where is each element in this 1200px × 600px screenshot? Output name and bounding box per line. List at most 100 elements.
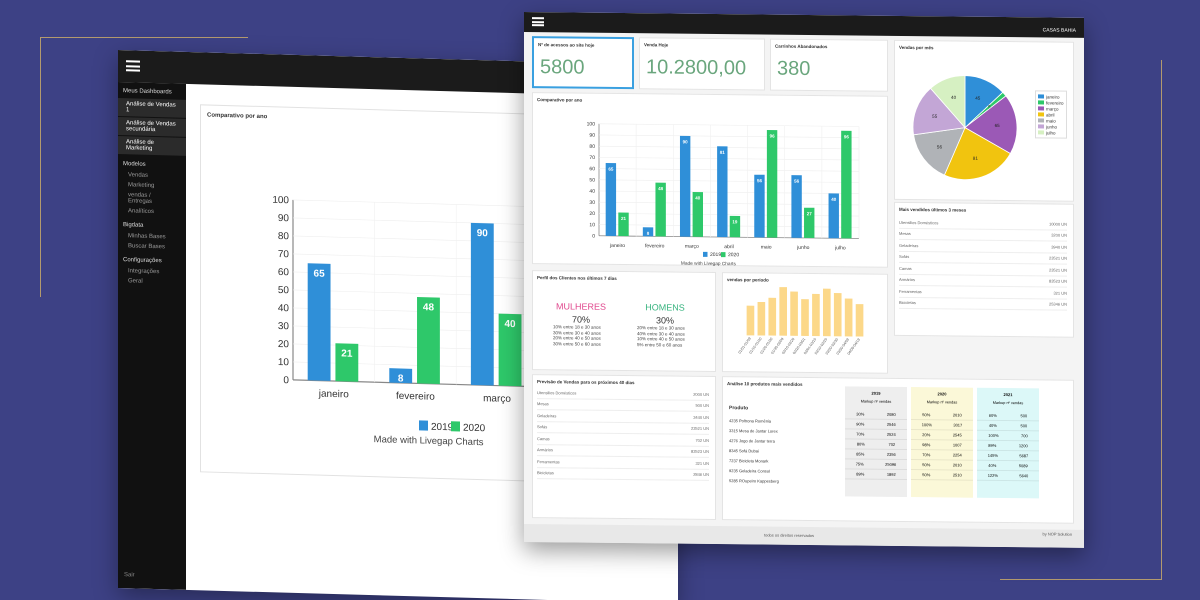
legend-label: junho <box>1046 123 1058 130</box>
row-label: Geladeiras <box>537 412 557 419</box>
markup-row: 80% 702 <box>845 439 907 451</box>
sidebar-item[interactable]: Análise de Vendas 1 <box>118 98 186 118</box>
markup-value: 100% <box>988 432 999 438</box>
sales-count: 702 <box>888 441 896 447</box>
markup-row: 40% 500 <box>977 420 1039 432</box>
legend-label: julho <box>1046 129 1056 136</box>
kpi-venda-hoje[interactable]: Venda Hoje 10.2800,00 <box>639 37 765 91</box>
bar-value-label: 65 <box>608 167 614 172</box>
markup-value: 98% <box>922 442 931 448</box>
x-tick-label: março <box>483 393 511 405</box>
menu-icon[interactable] <box>532 17 544 27</box>
y-tick-label: 30 <box>278 321 290 332</box>
bar-value-label: 8 <box>647 231 650 236</box>
bar-2019-março <box>470 222 494 386</box>
chart-credit: Made with Livegap Charts <box>681 261 737 268</box>
legend-label: fevereiro <box>1046 99 1064 106</box>
period-bar-9 <box>844 298 853 337</box>
markup-row: 70% 2254 <box>911 450 973 461</box>
bar-value-label: 19 <box>732 219 738 224</box>
card-title: Mais vendidos últimos 3 meses <box>899 206 967 213</box>
row-value: 83523 UN <box>1048 278 1067 284</box>
row-value: 25346 UN <box>1048 301 1067 307</box>
legend-label: janeiro <box>1046 93 1060 100</box>
row-label: Camas <box>537 435 550 442</box>
bar-2019-abril <box>717 146 728 238</box>
sales-count: 5687 <box>1019 453 1029 459</box>
markup-value: 75% <box>855 461 864 467</box>
period-bar-3 <box>779 287 787 336</box>
top10-card: Análise 10 produtos mais vendidos Produt… <box>722 376 1074 524</box>
vendas-pie-chart: 45 5 65 81 56 55 40 <box>912 75 1018 180</box>
sidebar-item[interactable]: Geral <box>128 278 143 285</box>
bar-2019-janeiro <box>307 263 331 381</box>
sidebar-item[interactable]: vendas / Entregas <box>128 192 153 205</box>
y-tick-label: 50 <box>589 177 595 183</box>
vendas-periodo-chart: 01/01-01/0901/10-01/2001/20-01/3001/30-0… <box>738 287 864 356</box>
y-tick-label: 30 <box>589 200 595 206</box>
kpi-carrinhos[interactable]: Carrinhos Abandonados 380 <box>770 38 888 92</box>
bar-value-label: 21 <box>621 216 627 221</box>
row-value: 321 UN <box>695 460 709 466</box>
pie-legend: janeiro fevereiro março abril maio junho julho <box>1035 90 1067 139</box>
previsao-table: Utensilios Domésticos 2000 UN Mesas 500 UN G… <box>537 387 709 481</box>
markup-row: 100% 3017 <box>911 420 973 431</box>
x-tick-label: janeiro <box>609 243 625 249</box>
markup-row: 100% 700 <box>977 430 1039 442</box>
sales-count: 2545 <box>952 432 962 438</box>
bar-2020-fevereiro <box>655 182 666 237</box>
bar-2020-janeiro <box>335 343 359 382</box>
legend-swatch <box>451 421 460 432</box>
year-sub: Markup nº vendas <box>926 400 958 405</box>
y-tick-label: 70 <box>589 155 595 161</box>
row-label: Mesas <box>537 401 549 407</box>
kpi-acessos[interactable]: Nº de acessos ao site hoje 5800 <box>532 36 634 90</box>
pie-slice-julho <box>929 75 966 129</box>
grid-line <box>599 168 859 172</box>
markup-value: 85% <box>856 451 865 457</box>
sales-count: 2524 <box>886 431 896 437</box>
year-label: 2020 <box>937 391 947 397</box>
row-value: 10000 UN <box>1048 221 1067 227</box>
markup-value: 40% <box>988 422 997 428</box>
row-label: Armários <box>537 447 554 453</box>
legend-label: 2020 <box>463 423 486 435</box>
sales-count: 2356 <box>886 451 896 457</box>
period-bar-1 <box>757 301 766 336</box>
legend-swatch <box>1038 118 1044 123</box>
markup-row: 90% 2546 <box>845 419 907 431</box>
period-bar-7 <box>823 288 831 337</box>
markup-row: 50% 2510 <box>911 470 973 481</box>
period-bar-2 <box>768 297 777 336</box>
bar-value-label: 96 <box>770 134 776 139</box>
sales-count: 5640 <box>1019 473 1029 479</box>
col-2020: 2020 Markup nº vendas 50% 2010 100% 3017 20%… <box>911 387 973 498</box>
pie-slice-março <box>964 95 1018 155</box>
logout-link[interactable]: Sair <box>124 572 135 579</box>
bar-2019-maio <box>754 174 765 238</box>
sales-count: 2010 <box>952 462 962 468</box>
y-tick-label: 90 <box>278 213 290 224</box>
y-tick-label: 60 <box>278 267 290 278</box>
sales-count: 700 <box>1021 433 1028 439</box>
bar-value-label: 90 <box>683 139 689 144</box>
y-tick-label: 0 <box>592 233 595 239</box>
row-label: Ferramentas <box>899 288 922 294</box>
grid-line <box>599 134 859 139</box>
y-tick-label: 60 <box>589 166 595 172</box>
sidebar-section-title: Meus Dashboards <box>123 88 172 96</box>
legend-label: abril <box>1046 111 1055 118</box>
perfil-card: Perfil dos Clientes nos últimos 7 dias M… <box>532 270 716 373</box>
sidebar-item[interactable]: Análise de Vendas secundária <box>118 117 186 137</box>
dashboard-window-front: CASAS BAHIA Nº de acessos ao site hoje 5… <box>524 12 1084 548</box>
markup-row: 50% 2010 <box>911 460 973 471</box>
markup-value: 89% <box>988 442 997 448</box>
markup-row: 30% 2080 <box>845 409 907 421</box>
row-value: 321 UN <box>1053 290 1067 296</box>
sidebar-item[interactable]: Análise de Marketing <box>118 136 186 156</box>
period-bar-8 <box>833 293 842 337</box>
decorative-frame-top-left <box>40 37 248 297</box>
row-value: 3200 UN <box>1051 232 1067 238</box>
menu-icon[interactable] <box>126 60 140 72</box>
chart-credit: Made with Livegap Charts <box>374 434 484 448</box>
